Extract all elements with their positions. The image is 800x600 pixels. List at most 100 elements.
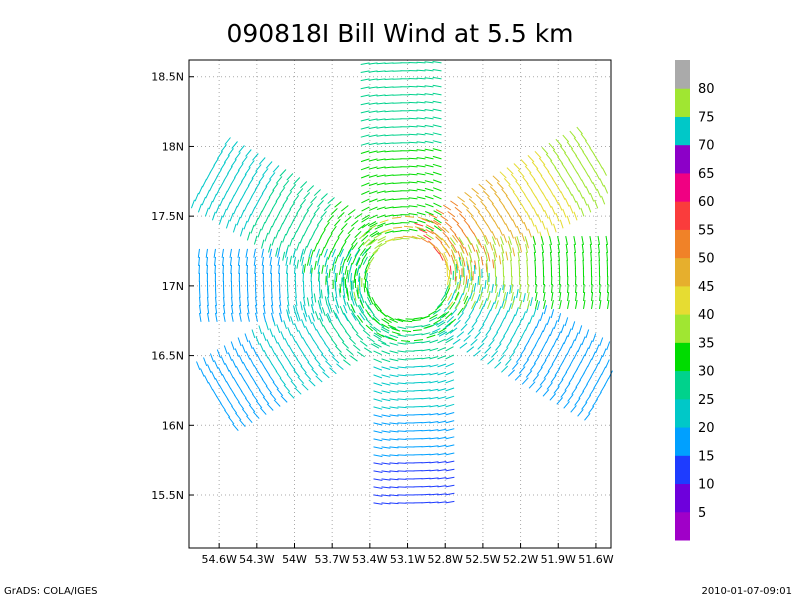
- wind-vector: [239, 288, 241, 298]
- wind-vector: [429, 331, 439, 336]
- wind-vector: [545, 334, 551, 344]
- wind-vector: [275, 193, 282, 202]
- wind-vector: [467, 327, 475, 335]
- wind-vector: [257, 210, 263, 220]
- wind-vector: [445, 395, 455, 400]
- wind-vector: [229, 194, 235, 204]
- wind-vector: [499, 171, 507, 179]
- wind-vector: [447, 292, 453, 302]
- wind-vector: [241, 344, 246, 353]
- wind-vector: [397, 422, 407, 424]
- wind-vector: [450, 244, 456, 254]
- wind-vector: [311, 312, 315, 322]
- wind-vector: [591, 351, 596, 361]
- wind-vector: [472, 301, 478, 310]
- wind-vector: [437, 493, 447, 496]
- wind-vector: [523, 221, 528, 231]
- wind-vector: [532, 207, 538, 216]
- wind-vector: [517, 197, 523, 206]
- wind-vector: [519, 187, 526, 196]
- wind-vector: [429, 453, 439, 456]
- wind-vector: [526, 183, 533, 192]
- eyewall-vector: [445, 287, 451, 297]
- wind-vector: [432, 69, 442, 72]
- wind-vector: [324, 342, 331, 351]
- wind-vector: [457, 312, 464, 320]
- wind-vector: [445, 492, 455, 496]
- wind-vector: [303, 288, 305, 298]
- wind-vector: [335, 296, 339, 306]
- wind-vector: [198, 185, 203, 195]
- wind-vector: [306, 185, 315, 193]
- wind-vector: [207, 296, 209, 306]
- eyewall-vector: [403, 320, 413, 323]
- wind-vector: [519, 291, 522, 302]
- wind-vector: [596, 188, 602, 198]
- wind-vector: [384, 70, 394, 72]
- wind-vector: [447, 211, 456, 218]
- wind-vector: [527, 155, 535, 163]
- wind-vector: [535, 283, 537, 293]
- wind-vector: [375, 303, 382, 312]
- wind-vector: [485, 251, 488, 262]
- wind-vector: [309, 231, 315, 241]
- wind-vector: [432, 132, 442, 136]
- wind-vector: [530, 218, 535, 227]
- wind-vector: [348, 264, 352, 274]
- wind-vector: [496, 324, 502, 333]
- wind-vector: [437, 355, 447, 360]
- wind-vector: [239, 227, 244, 237]
- wind-vector: [320, 210, 327, 219]
- wind-vector: [519, 215, 524, 224]
- wind-vector: [509, 285, 512, 295]
- eyewall-vector: [460, 245, 465, 254]
- eyewall-vector: [467, 282, 471, 292]
- wind-vector: [251, 393, 259, 402]
- wind-vector: [389, 382, 399, 385]
- wind-vector: [381, 470, 391, 473]
- wind-vector: [495, 300, 499, 310]
- wind-vector: [265, 321, 269, 331]
- wind-vector: [456, 331, 465, 338]
- wind-vector: [261, 221, 266, 231]
- wind-vector: [584, 140, 591, 149]
- wind-vector: [554, 167, 561, 176]
- wind-vector: [569, 357, 575, 366]
- wind-vector: [238, 264, 240, 274]
- wind-vector: [334, 254, 339, 264]
- wind-vector: [546, 382, 553, 390]
- wind-vector: [222, 256, 224, 266]
- wind-vector: [453, 319, 461, 327]
- wind-vector: [389, 390, 399, 393]
- wind-vector: [327, 296, 330, 306]
- wind-vector: [320, 335, 326, 344]
- wind-vector: [283, 384, 291, 393]
- wind-vector: [416, 125, 426, 128]
- wind-vector: [254, 181, 261, 191]
- wind-vector: [282, 215, 288, 225]
- wind-vector: [292, 194, 300, 203]
- wind-vector: [481, 335, 488, 343]
- wind-vector: [418, 228, 428, 234]
- wind-vector: [392, 190, 402, 192]
- wind-vector: [587, 358, 593, 368]
- wind-vector: [236, 383, 243, 393]
- wind-vector: [359, 340, 368, 347]
- wind-vector: [236, 216, 241, 226]
- wind-vector: [532, 374, 540, 382]
- wind-vector: [207, 364, 212, 373]
- wind-vector: [389, 366, 399, 370]
- wind-vector: [470, 215, 478, 224]
- eyewall-vector: [457, 280, 461, 290]
- wind-vector: [512, 343, 519, 352]
- wind-vector: [257, 228, 262, 238]
- wind-vector: [309, 213, 316, 222]
- eyewall-vector: [441, 311, 450, 318]
- eyewall-vector: [448, 278, 451, 288]
- wind-vector: [503, 275, 505, 285]
- wind-vector: [523, 293, 526, 303]
- wind-vector: [332, 310, 338, 319]
- wind-vector: [491, 350, 499, 358]
- wind-vector: [351, 237, 358, 246]
- wind-vector: [534, 224, 539, 234]
